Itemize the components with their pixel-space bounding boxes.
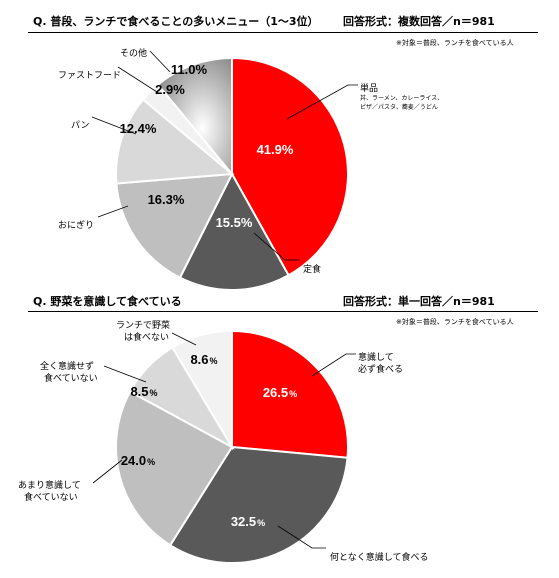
chart2-value-label-2: 24.0%	[121, 453, 155, 468]
chart2-category-label-2-0: あまり意識して	[18, 479, 81, 491]
chart2-value-label-1: 32.5%	[231, 514, 265, 529]
chart1-slice-1	[178, 171, 290, 291]
chart1-pie: 41.9% 15.5% 16.3% 12.4% 2.9% 11.0% 単品丼、ラーメン、カレ…	[58, 47, 443, 291]
chart2-leader-1	[277, 525, 326, 549]
chart1-leader-3	[91, 116, 137, 135]
chart1-category-label-0-2: ピザ／パスタ、蕎麦／うどん	[360, 103, 438, 111]
chart2-slice-0	[231, 329, 349, 459]
chart2-leader-2	[92, 459, 123, 484]
chart1-divider	[28, 32, 538, 33]
chart1-category-label-0-0: 単品	[360, 82, 378, 94]
chart1-slice-2	[115, 172, 234, 280]
chart2-leader-0	[311, 353, 356, 377]
chart2-category-label-0-1: 必ず食べる	[358, 363, 403, 375]
chart1-value-label-4: 2.9%	[155, 82, 185, 97]
chart2-slice-4	[171, 329, 233, 451]
chart2-category-label-0-0: 意識して	[358, 351, 394, 363]
chart2-response-format: 回答形式：単一回答／n＝981	[343, 295, 495, 308]
chart1-slice-5	[156, 56, 233, 177]
chart1-value-label-3: 12.4%	[120, 121, 157, 136]
chart2-leader-3	[103, 365, 147, 383]
chart1-value-label-0: 41.9%	[257, 142, 294, 157]
chart2-category-label-3-1: 食べていない	[44, 372, 98, 384]
chart1-leader-4	[117, 66, 158, 93]
chart1-title: Q. 普段、ランチで食べることの多いメニュー（1〜3位）	[33, 15, 319, 28]
chart1-response-format: 回答形式：複数回答／n＝981	[343, 15, 495, 28]
chart1-leader-2	[97, 205, 129, 218]
chart1-value-label-5: 11.0%	[171, 62, 208, 77]
chart1-leader-1	[253, 232, 300, 261]
chart1-slice-0	[231, 56, 349, 277]
chart1-category-label-1-0: 定食	[303, 263, 321, 275]
chart2-value-label-3: 8.5%	[130, 384, 157, 399]
chart2-slice-2	[115, 390, 234, 547]
chart1-value-label-1: 15.5%	[216, 215, 253, 230]
chart2-category-label-3-0: 全く意識せず	[40, 360, 94, 372]
chart1-leader-5	[149, 50, 171, 73]
chart1-category-label-3-0: パン	[71, 120, 89, 131]
chart2-category-label-4-0: ランチで野菜	[116, 319, 170, 331]
chart2-title: Q. 野菜を意識して食べている	[33, 295, 182, 308]
chart2-divider	[28, 311, 538, 312]
chart1-value-label-2: 16.3%	[148, 192, 185, 207]
chart2-category-label-1-0: 何となく意識して食べる	[330, 551, 428, 563]
chart2-note: ※対象＝普段、ランチを食べている人	[396, 318, 514, 326]
chart2-category-label-2-1: 食べていない	[24, 491, 78, 503]
chart2-pie: 26.5% 32.5% 24.0% 8.5% 8.6% 意識して必ず食べる何となく意識して…	[18, 319, 428, 564]
chart2-value-label-4: 8.6%	[190, 352, 217, 367]
chart2-category-label-4-1: は食べない	[124, 331, 169, 343]
chart1-category-label-0-1: 丼、ラーメン、カレーライス、	[360, 94, 443, 102]
chart1-slice-3	[115, 98, 235, 185]
chart1-category-label-5-0: その他	[120, 47, 147, 59]
chart1-category-label-4-0: ファストフード	[58, 71, 121, 81]
chart2-value-label-0: 26.5%	[263, 385, 297, 400]
chart1-note: ※対象＝普段、ランチを食べている人	[396, 39, 514, 47]
chart1-category-label-2-0: おにぎり	[58, 219, 94, 231]
chart2-leader-4	[171, 332, 197, 346]
chart1-leader-0	[286, 84, 358, 120]
